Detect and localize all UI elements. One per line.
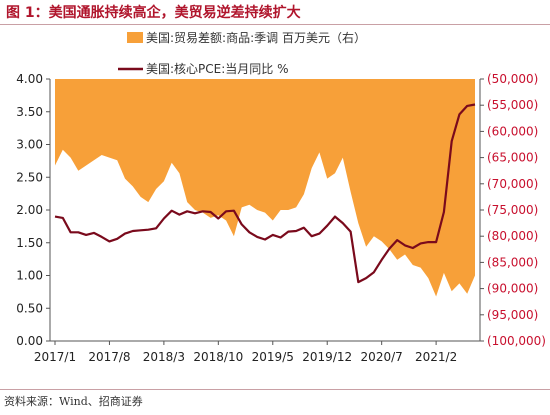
axes: 0.00 0.50 1.00 1.50 2.00 2.50 3.00 3.50 4.00 (50,… (16, 72, 546, 364)
x-tick-label: 2019/12 (302, 350, 352, 364)
legend-area-label: 美国:贸易差额:商品:季调 百万美元（右） (146, 30, 366, 45)
right-tick-label: (90,000) (487, 282, 538, 296)
left-tick-label: 4.00 (16, 72, 43, 86)
trade-pce-chart: 美国:贸易差额:商品:季调 百万美元（右） 美国:核心PCE:当月同比 % 0.… (16, 30, 546, 364)
right-tick-label: (85,000) (487, 255, 538, 269)
x-tick-label: 2017/8 (88, 350, 130, 364)
left-tick-label: 2.00 (16, 203, 43, 217)
left-tick-label: 3.50 (16, 105, 43, 119)
right-tick-label: (50,000) (487, 72, 538, 86)
x-tick-label: 2018/3 (143, 350, 185, 364)
right-tick-label: (65,000) (487, 151, 538, 165)
left-tick-label: 0.50 (16, 301, 43, 315)
left-tick-label: 1.50 (16, 236, 43, 250)
right-tick-label: (100,000) (487, 334, 546, 348)
title-divider (0, 24, 550, 25)
left-tick-label: 0.00 (16, 334, 43, 348)
left-tick-label: 1.00 (16, 269, 43, 283)
source-divider (0, 389, 550, 390)
trade-balance-area (55, 79, 475, 297)
x-tick-label: 2019/5 (252, 350, 294, 364)
x-tick-label: 2021/2 (415, 350, 457, 364)
right-tick-label: (95,000) (487, 308, 538, 322)
right-tick-label: (80,000) (487, 229, 538, 243)
left-tick-label: 2.50 (16, 170, 43, 184)
x-tick-label: 2017/1 (34, 350, 76, 364)
right-tick-label: (55,000) (487, 98, 538, 112)
source-note: 资料来源：Wind、招商证券 (4, 395, 143, 408)
right-tick-label: (60,000) (487, 124, 538, 138)
legend-area-swatch (127, 32, 143, 43)
core-pce-line (54, 103, 476, 284)
plot-area (54, 79, 476, 297)
figure-title: 图 1：美国通胀持续高企，美贸易逆差持续扩大 (6, 5, 301, 21)
legend-line-label: 美国:核心PCE:当月同比 % (146, 62, 289, 76)
x-tick-label: 2018/10 (193, 350, 243, 364)
x-tick-label: 2020/7 (361, 350, 403, 364)
right-tick-label: (75,000) (487, 203, 538, 217)
right-tick-label: (70,000) (487, 177, 538, 191)
chart-legend: 美国:贸易差额:商品:季调 百万美元（右） 美国:核心PCE:当月同比 % (118, 30, 366, 76)
left-tick-label: 3.00 (16, 138, 43, 152)
